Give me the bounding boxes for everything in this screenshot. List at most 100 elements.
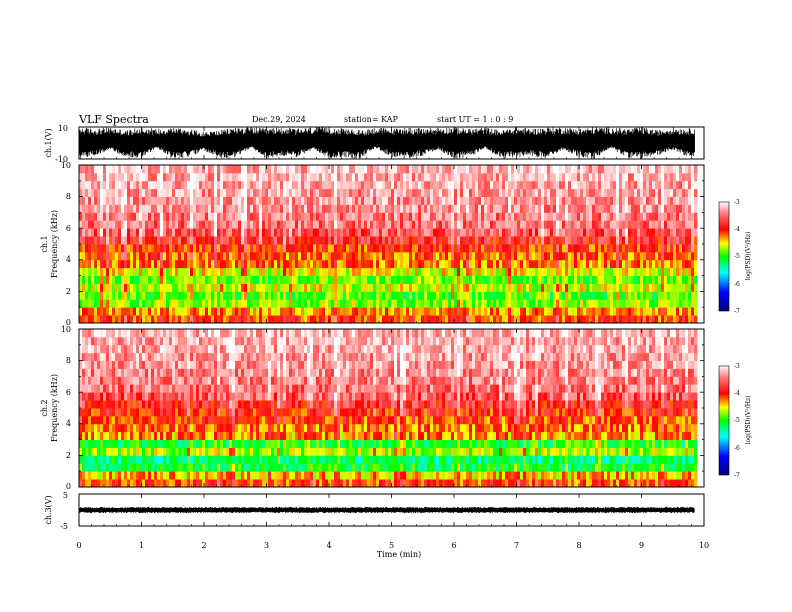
ch1-spectrogram-cell bbox=[610, 259, 614, 269]
ch1-spectrogram-cell bbox=[193, 291, 197, 300]
ch1-spectrogram-cell bbox=[313, 228, 317, 237]
ch2-spectrogram-cell bbox=[187, 344, 191, 354]
ch1-spectrogram-cell bbox=[352, 165, 356, 174]
ch1-spectrogram-cell bbox=[427, 172, 431, 182]
ch1-spectrogram-cell bbox=[406, 283, 410, 292]
ch1-spectrogram-cell bbox=[313, 307, 317, 316]
ch1-spectrogram-cell bbox=[211, 220, 215, 229]
ch2-spectrogram-cell bbox=[187, 447, 191, 456]
ch2-spectrogram-cell bbox=[202, 392, 206, 401]
ch1-spectrogram-cell bbox=[649, 299, 653, 308]
ch1-spectrogram-cell bbox=[232, 315, 236, 324]
ch1-spectrogram-cell bbox=[649, 180, 653, 190]
ch1-spectrogram-cell bbox=[436, 212, 440, 221]
ch1-spectrogram-cell bbox=[223, 307, 227, 316]
ch2-spectrogram-cell bbox=[127, 352, 131, 361]
ch1-spectrogram-cell bbox=[373, 251, 377, 261]
ch1-spectrogram-cell bbox=[322, 275, 326, 284]
ch1-spectrogram-cell bbox=[475, 267, 479, 276]
ch1-spectrogram-cell bbox=[340, 228, 344, 237]
ch1-spectrogram-cell bbox=[160, 259, 164, 269]
ch1-spectrogram-cell bbox=[538, 299, 542, 308]
ch1-spectrogram-cell bbox=[235, 204, 239, 213]
ch1-spectrogram-cell bbox=[559, 172, 563, 182]
ch1-spectrogram-cell bbox=[193, 299, 197, 308]
ch1-spectrogram-cell bbox=[652, 196, 656, 205]
ch2-spectrogram-cell bbox=[184, 447, 188, 456]
ch1-spectrogram-cell bbox=[553, 244, 557, 253]
ch2-spectrogram-cell bbox=[163, 455, 167, 464]
ch1-spectrogram-cell bbox=[280, 220, 284, 229]
ch1-spectrogram-cell bbox=[643, 220, 647, 229]
ch2-spectrogram-cell bbox=[103, 400, 107, 409]
ch1-spectrogram-cell bbox=[595, 307, 599, 316]
ch1-spectrogram-cell bbox=[103, 196, 107, 205]
ch2-spectrogram-cell bbox=[172, 423, 176, 433]
ch1-spectrogram-cell bbox=[187, 315, 191, 324]
ch2-spectrogram-cell bbox=[187, 400, 191, 409]
ch1-spectrogram-cell bbox=[268, 188, 272, 197]
ch2-spectrogram-cell bbox=[157, 368, 161, 377]
ch1-spectrogram-cell bbox=[88, 307, 92, 316]
ch1-spectrogram-cell bbox=[424, 228, 428, 237]
ch1-spectrogram-cell bbox=[532, 307, 536, 316]
ch1-spectrogram-cell bbox=[85, 267, 89, 276]
ch1-spectrogram-cell bbox=[136, 228, 140, 237]
ch2-spectrogram-cell bbox=[145, 447, 149, 456]
ch1-spectrogram-cell bbox=[118, 275, 122, 284]
ch1-spectrogram-cell bbox=[610, 244, 614, 253]
ch1-spectrogram-cell bbox=[436, 307, 440, 316]
ch1-spectrogram-cell bbox=[424, 299, 428, 308]
ch1-spectrogram-cell bbox=[187, 188, 191, 197]
ch1-spectrogram-cell bbox=[526, 228, 530, 237]
ch1-spectrogram-cell bbox=[403, 251, 407, 261]
ch1-spectrogram-cell bbox=[511, 220, 515, 229]
ch1-spectrogram-cell bbox=[190, 220, 194, 229]
ch1-spectrogram-cell bbox=[571, 251, 575, 261]
ch1-spectrogram-cell bbox=[421, 283, 425, 292]
ch1-spectrogram-cell bbox=[400, 307, 404, 316]
ch1-spectrogram-cell bbox=[565, 204, 569, 213]
ch1-spectrogram-cell bbox=[586, 291, 590, 300]
ch1-spectrogram-cell bbox=[430, 299, 434, 308]
ch2-spectrogram-cell bbox=[91, 471, 95, 480]
ch2-spectrogram-cell bbox=[109, 360, 113, 369]
ch2-spectrogram-cell bbox=[166, 439, 170, 448]
ch1-spectrogram-cell bbox=[379, 220, 383, 229]
ch1-spectrogram-cell bbox=[517, 165, 521, 174]
ch1-spectrogram-cell bbox=[544, 220, 548, 229]
ch1-spectrogram-cell bbox=[79, 259, 83, 269]
ch1-spectrogram-cell bbox=[205, 251, 209, 261]
ch2-spectrogram-cell bbox=[136, 463, 140, 472]
ch1-spectrogram-cell bbox=[355, 315, 359, 324]
ch1-spectrogram-cell bbox=[412, 259, 416, 269]
ch2-spectrogram-cell bbox=[190, 352, 194, 361]
ch1-colorbar-gradient bbox=[719, 202, 729, 311]
ch2-spectrogram-cell bbox=[145, 336, 149, 346]
ch1-spectrogram-cell bbox=[241, 165, 245, 174]
ch1-spectrogram-cell bbox=[82, 244, 86, 253]
ch1-spectrogram-cell bbox=[487, 275, 491, 284]
ch1-spectrogram-cell bbox=[127, 180, 131, 190]
ch2-spectrogram-cell bbox=[196, 360, 200, 369]
ch1-spectrogram-cell bbox=[322, 244, 326, 253]
ch1-spectrogram-cell bbox=[667, 204, 671, 213]
ch1-spectrogram-cell bbox=[349, 259, 353, 269]
ch1-spectrogram-cell bbox=[613, 180, 617, 190]
ch2-spectrogram-cell bbox=[157, 392, 161, 401]
ch1-spectrogram-cell bbox=[367, 165, 371, 174]
ch1-spectrogram-cell bbox=[130, 228, 134, 237]
ch2-spectrogram-cell bbox=[88, 376, 92, 385]
ch2-spectrogram-cell bbox=[187, 368, 191, 377]
ch1-spectrogram-cell bbox=[145, 283, 149, 292]
ch1-spectrogram-cell bbox=[283, 228, 287, 237]
ch1-spectrogram-cell bbox=[403, 236, 407, 245]
ch1-spectrogram-cell bbox=[511, 244, 515, 253]
ch1-spectrogram-cell bbox=[418, 307, 422, 316]
ch1-spectrogram-cell bbox=[409, 307, 413, 316]
ch1-spectrogram-cell bbox=[142, 180, 146, 190]
ch1-spectrogram-cell bbox=[352, 236, 356, 245]
ch1-spectrogram-cell bbox=[127, 196, 131, 205]
ch1-spectrogram-cell bbox=[487, 196, 491, 205]
ch1-spectrogram-cell bbox=[85, 275, 89, 284]
